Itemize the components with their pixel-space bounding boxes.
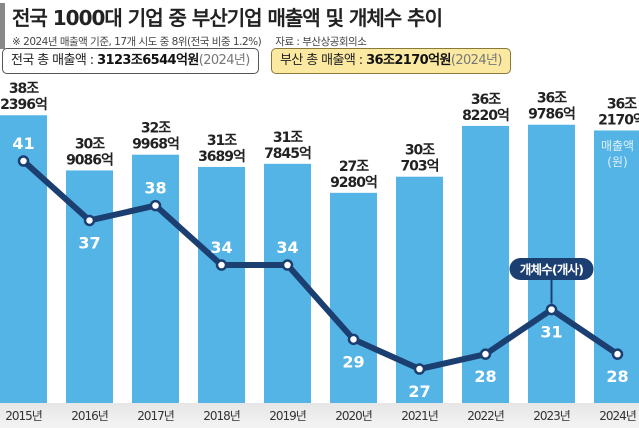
x-tick-label: 2020년 <box>335 409 372 423</box>
line-point <box>413 363 426 375</box>
bar-value-label: 2396억 <box>0 97 47 113</box>
bar-2018년 <box>198 166 245 403</box>
bar-value-label: 9280억 <box>330 175 377 191</box>
line-value-label: 34 <box>210 238 232 257</box>
line-point <box>281 259 294 271</box>
x-tick-label: 2017년 <box>137 409 174 423</box>
busan-total-label: 부산 총 매출액 : <box>280 53 367 68</box>
national-total-value: 3123조6544억원 <box>97 53 199 68</box>
busan-total-value: 36조2170억원 <box>366 53 451 68</box>
bar-value-label: 32조 <box>141 121 171 137</box>
bar-value-label: 30조 <box>405 143 435 159</box>
subtitle: ※ 2024년 매출액 기준, 17개 시도 중 8위(전국 비중 1.2%) 자… <box>12 34 367 49</box>
busan-total-year: (2024년) <box>450 53 503 68</box>
bar-2020년 <box>330 192 377 403</box>
x-tick-label: 2016년 <box>71 409 108 423</box>
bar-value-label: 3689억 <box>198 149 245 165</box>
x-tick-label: 2018년 <box>203 409 240 423</box>
bar-value-label: 36조 <box>607 96 637 112</box>
bar-value-label: 36조 <box>537 91 567 107</box>
line-point <box>545 303 558 316</box>
bar-value-label: 27조 <box>339 159 369 175</box>
bar-value-label: 38조 <box>9 81 39 97</box>
bar-2017년 <box>132 154 179 403</box>
line-series-callout <box>509 258 594 280</box>
bar-value-label: 7845억 <box>264 146 311 162</box>
bar-value-label: 9968억 <box>132 137 179 153</box>
bar-series-label: (원) <box>607 155 627 169</box>
line-value-label: 31 <box>540 323 562 342</box>
x-tick-label: 2024년 <box>599 409 636 423</box>
line-point <box>17 155 30 167</box>
line-value-label: 28 <box>474 367 496 386</box>
line-value-label: 37 <box>78 233 100 252</box>
line-series <box>21 158 620 373</box>
source: 자료 : 부산상공회의소 <box>275 36 367 48</box>
x-tick-label: 2023년 <box>533 409 570 423</box>
national-total-box: 전국 총 매출액 : 3123조6544억원(2024년) <box>2 48 259 74</box>
x-tick-label: 2021년 <box>401 409 438 423</box>
line-value-label: 38 <box>144 179 166 198</box>
line-value-label: 28 <box>606 367 628 386</box>
line-value-label: 41 <box>12 134 34 153</box>
national-total-year: (2024년) <box>198 53 251 68</box>
busan-total-box: 부산 총 매출액 : 36조2170억원(2024년) <box>271 48 511 74</box>
line-point <box>215 259 228 271</box>
line-point <box>611 348 624 360</box>
line-value-label: 34 <box>276 238 298 257</box>
bar-value-label: 31조 <box>207 133 237 149</box>
line-series-label: 개체수(개사) <box>520 262 583 277</box>
note: ※ 2024년 매출액 기준, 17개 시도 중 8위(전국 비중 1.2%) <box>12 36 262 48</box>
bar-value-label: 31조 <box>273 130 303 146</box>
line-point <box>83 214 96 227</box>
x-axis-strip <box>0 403 639 428</box>
bar-2024년 <box>594 130 639 403</box>
x-tick-label: 2019년 <box>269 409 306 423</box>
title-accent-bar <box>0 3 5 49</box>
bar-value-label: 8220억 <box>462 108 509 124</box>
bar-value-label: 703억 <box>400 159 438 175</box>
line-value-label: 29 <box>342 352 364 371</box>
bar-value-label: 30조 <box>75 136 105 152</box>
line-value-label: 27 <box>408 382 430 401</box>
bar-value-label: 9086억 <box>66 152 113 168</box>
x-tick-label: 2022년 <box>467 409 504 423</box>
bar-2022년 <box>462 125 509 403</box>
bar-value-label: 2170억 <box>598 112 639 128</box>
national-total-label: 전국 총 매출액 : <box>11 53 98 68</box>
bar-series-label: 매출액 <box>601 139 634 153</box>
chart-title: 전국 1000대 기업 중 부산기업 매출액 및 개체수 추이 <box>12 6 443 30</box>
bar-value-label: 9786억 <box>528 107 575 123</box>
bar-value-label: 36조 <box>471 92 501 108</box>
x-tick-label: 2015년 <box>5 409 42 423</box>
line-point <box>479 348 492 360</box>
line-point <box>149 199 162 212</box>
line-point <box>347 333 360 346</box>
